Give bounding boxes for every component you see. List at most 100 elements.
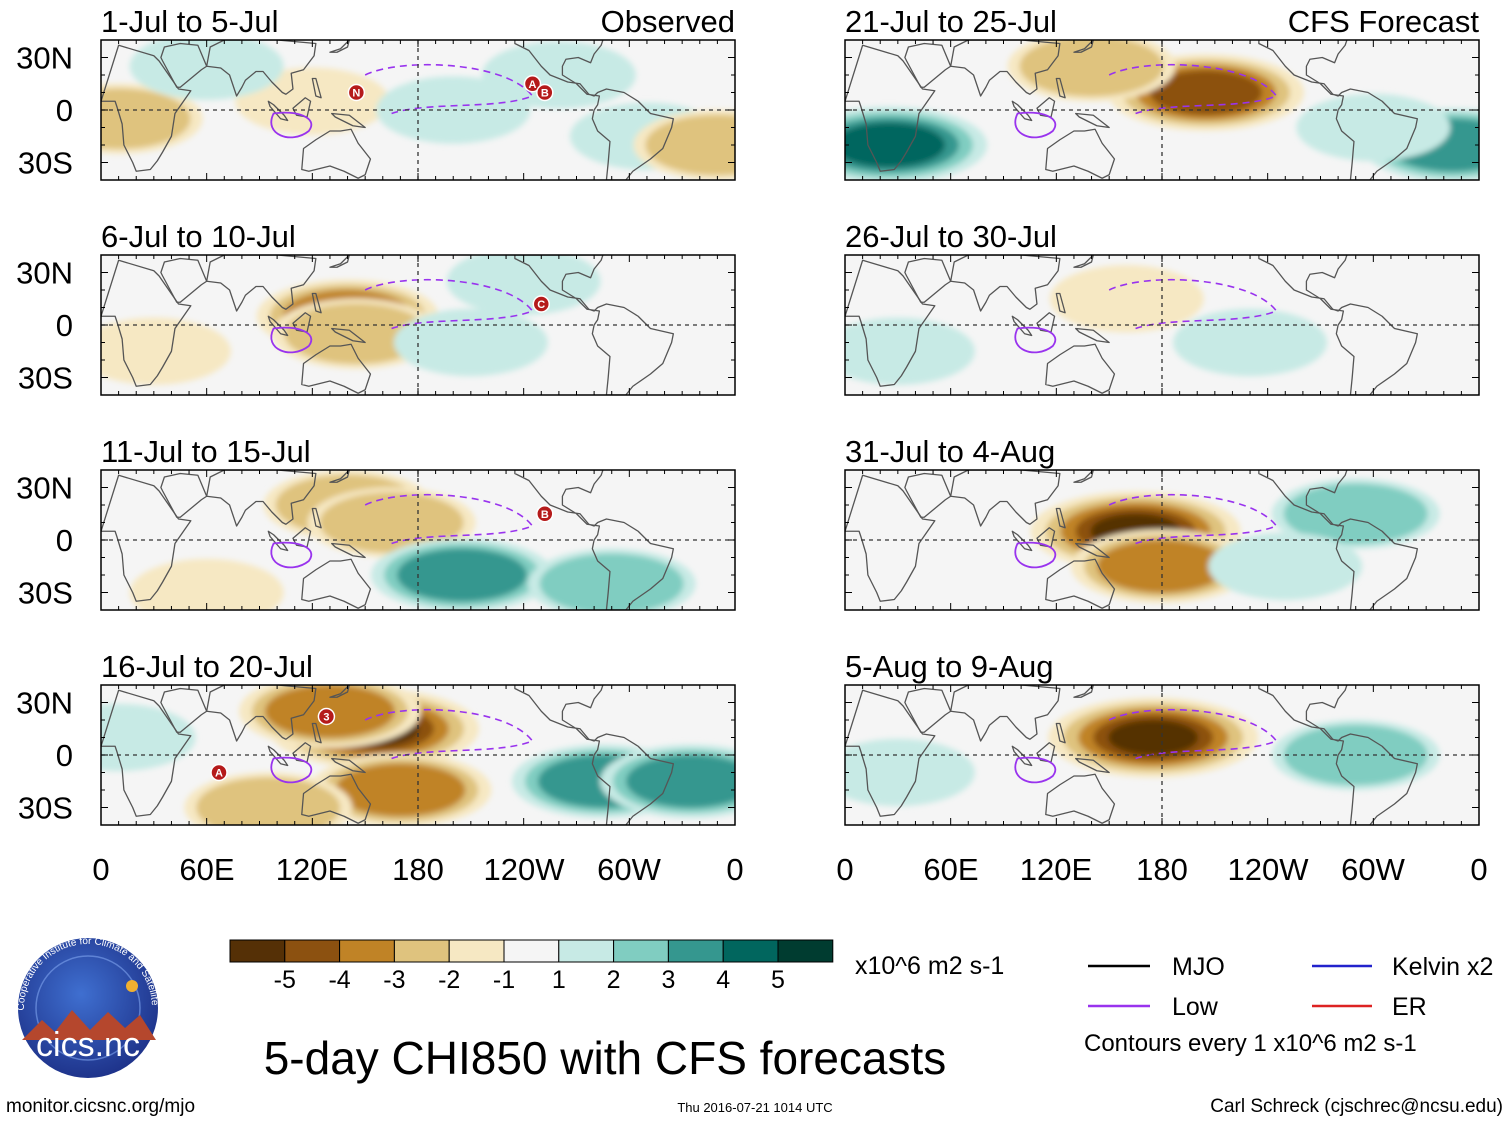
x-tick-label: 180 — [392, 852, 444, 887]
colorbar-swatch — [448, 939, 505, 963]
coastline — [206, 40, 317, 97]
colorbar-tick-label: 3 — [661, 966, 675, 994]
low-contour — [270, 756, 312, 784]
coastline — [301, 558, 372, 609]
anomaly-layer — [101, 255, 601, 385]
logo-ring — [35, 955, 141, 1061]
colorbar-tick-label: 1 — [552, 966, 566, 994]
anomaly-layer — [101, 685, 735, 825]
footer-timestamp: Thu 2016-07-21 1014 UTC — [677, 1100, 832, 1115]
panel-period-label: 6-Jul to 10-Jul — [101, 219, 296, 254]
coastline — [1011, 100, 1033, 122]
map-panel: B 11-Jul to 15-Jul 30N 0 30S — [16, 434, 736, 611]
x-axis-right: 0 60E 120E 180 120W 60W 0 — [836, 852, 1487, 887]
coastline — [1011, 315, 1033, 337]
coastline — [904, 42, 952, 88]
panel-period-label: 31-Jul to 4-Aug — [845, 434, 1055, 469]
storm-marker: N — [347, 83, 366, 102]
anomaly-blob — [1019, 40, 1164, 97]
x-tick-label: 0 — [92, 852, 109, 887]
coastline — [1011, 745, 1033, 767]
coastline — [331, 112, 366, 129]
legend-er-label: ER — [1392, 993, 1427, 1021]
coastline — [267, 745, 289, 767]
anomaly-blob — [1296, 93, 1451, 162]
storm-symbol — [210, 763, 228, 782]
map-content: B — [101, 470, 735, 610]
y-tick-label: 30S — [18, 146, 73, 181]
colorbar-swatch — [613, 939, 669, 963]
coastline — [160, 42, 208, 88]
coastline — [1045, 773, 1116, 824]
map-panel: 21-Jul to 25-Jul CFS Forecast — [844, 4, 1480, 181]
anomaly-blob — [845, 122, 946, 168]
coastline — [267, 315, 289, 337]
coastline — [1075, 757, 1110, 774]
y-tick-label: 0 — [56, 93, 73, 128]
storm-marker: B — [536, 505, 554, 523]
storm-symbol — [317, 707, 336, 726]
coastline — [1073, 255, 1094, 268]
y-tick-label: 30N — [16, 686, 73, 721]
coastline — [1075, 542, 1110, 559]
coastline — [1055, 292, 1066, 314]
y-tick-label: 30N — [16, 471, 73, 506]
x-tick-label: 120E — [1020, 852, 1092, 887]
colorbar-swatch — [284, 939, 341, 963]
figure-title: 5-day CHI850 with CFS forecasts — [264, 1032, 947, 1084]
x-tick-label: 120E — [276, 852, 348, 887]
low-contour — [1014, 111, 1056, 139]
coastline — [1258, 470, 1419, 610]
anomaly-layer — [845, 265, 1328, 385]
coastline — [267, 100, 289, 122]
legend-contour-note: Contours every 1 x10^6 m2 s-1 — [1084, 1030, 1417, 1057]
anomaly-blob — [625, 754, 735, 808]
coastline — [301, 773, 372, 824]
y-tick-label: 30S — [18, 576, 73, 611]
x-tick-label: 60W — [597, 852, 661, 887]
coastline — [206, 470, 317, 527]
coastline — [1055, 722, 1066, 744]
coastline — [311, 292, 322, 314]
coastline — [514, 470, 675, 610]
map-ticks — [100, 685, 736, 825]
y-tick-label: 30N — [16, 41, 73, 76]
coastline — [904, 687, 952, 733]
coastline — [311, 77, 322, 99]
storm-marker: 3 — [317, 707, 336, 726]
anomaly-layer — [845, 697, 1440, 807]
logo-mountains — [22, 1010, 156, 1040]
low-contour — [1014, 756, 1056, 784]
map-content: C — [101, 255, 735, 395]
x-tick-label: 120W — [1228, 852, 1310, 887]
coastline — [514, 255, 675, 395]
y-tick-label: 30S — [18, 791, 73, 826]
low-contour — [1014, 541, 1056, 569]
column-label: Observed — [601, 4, 735, 39]
anomaly-blob — [101, 703, 196, 772]
storm-symbol — [523, 75, 542, 93]
coastlines — [101, 40, 675, 180]
y-tick-label: 0 — [56, 308, 73, 343]
coastline — [904, 472, 952, 518]
x-tick-label: 60E — [923, 852, 978, 887]
colorbar-swatch — [558, 939, 615, 963]
coastline — [1045, 343, 1116, 394]
colorbar-tick-label: -1 — [493, 966, 515, 994]
colorbar-tick-label: -5 — [274, 966, 296, 994]
storm-label: B — [541, 509, 549, 521]
anomaly-blob — [1049, 265, 1204, 333]
logo-sun — [126, 980, 138, 992]
x-tick-label: 60W — [1341, 852, 1405, 887]
map-panel: 31-Jul to 4-Aug — [844, 434, 1480, 611]
coastline — [1055, 507, 1066, 529]
coastlines — [101, 255, 675, 395]
footer-url[interactable]: monitor.cicsnc.org/mjo — [6, 1096, 195, 1117]
coastlines — [845, 40, 1419, 180]
x-axis-left: 0 60E 120E 180 120W 60W 0 — [92, 852, 743, 887]
coastline — [514, 685, 675, 825]
panel-period-label: 21-Jul to 25-Jul — [845, 4, 1057, 39]
coastline — [301, 128, 372, 179]
